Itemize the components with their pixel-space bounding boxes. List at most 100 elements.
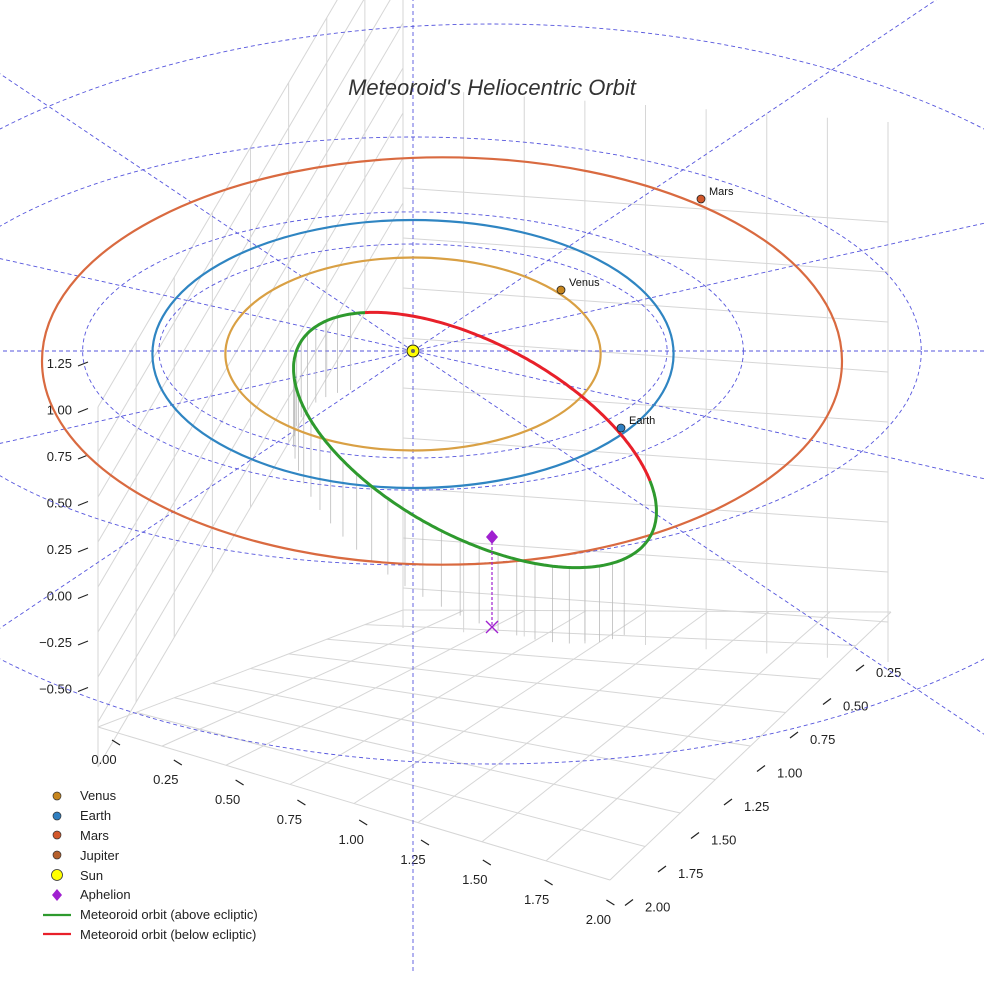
venus-orbit	[224, 256, 602, 452]
x-tick-label: 1.00	[339, 832, 364, 847]
sun-core	[411, 349, 415, 353]
tick-mark	[77, 361, 89, 367]
y-tick-label: 1.25	[744, 799, 769, 814]
grid-line	[609, 611, 892, 881]
grid-line	[402, 487, 889, 523]
grid-line	[97, 0, 338, 408]
legend-symbol	[40, 828, 74, 842]
legend-symbol	[40, 927, 74, 941]
tick-mark	[723, 798, 733, 806]
x-tick-label: 1.25	[400, 852, 425, 867]
legend-symbol	[40, 888, 74, 902]
legend-label: Sun	[80, 867, 104, 883]
grid-line	[402, 587, 889, 623]
legend-label: Jupiter	[80, 847, 120, 863]
z-tick-label: 0.50	[47, 496, 72, 511]
x-tick-label: 0.75	[277, 812, 302, 827]
mars-orbit	[40, 156, 844, 566]
legend-symbol	[40, 908, 74, 922]
grid-line	[364, 624, 856, 646]
legend: Venus Earth Mars Jupiter Sun Aphelion Meteoroi…	[40, 786, 258, 944]
legend-item: Mars	[40, 826, 258, 846]
mars-label: Mars	[709, 186, 734, 198]
axis-ticks: 0.00 0.25 0.50 0.75 1.00 1.25 1.50 1.75 2.00 0.25…	[39, 356, 901, 927]
tick-mark	[77, 500, 89, 507]
tick-mark	[624, 899, 634, 906]
tick-mark	[173, 759, 183, 766]
z-tick-label: 0.00	[47, 589, 72, 604]
legend-symbol	[40, 848, 74, 862]
legend-label: Meteoroid orbit (above ecliptic)	[80, 907, 258, 923]
legend-symbol	[40, 868, 74, 882]
grid-line	[545, 611, 831, 862]
x-tick-label: 0.50	[215, 792, 240, 807]
tick-mark	[77, 407, 89, 414]
legend-label: Aphelion	[80, 887, 131, 903]
grid-line	[250, 668, 751, 747]
x-tick-label: 2.00	[586, 912, 611, 927]
x-tick-label: 1.75	[524, 892, 549, 907]
y-tick-label: 0.25	[876, 665, 901, 680]
y-tick-label: 1.75	[678, 866, 703, 881]
grid-line	[402, 237, 889, 273]
grid-line	[97, 67, 404, 588]
tick-mark	[482, 859, 492, 866]
grid-line	[97, 0, 365, 453]
grid-line	[97, 202, 404, 723]
venus-marker	[556, 285, 566, 295]
y-tick-label: 1.50	[711, 833, 736, 848]
grid-line	[326, 638, 821, 680]
y-tick-label: 1.00	[777, 766, 802, 781]
tick-mark	[756, 765, 766, 772]
y-tick-label: 0.75	[810, 732, 835, 747]
tick-mark	[358, 819, 368, 826]
x-tick-label: 0.25	[153, 772, 178, 787]
x-tick-label: 1.50	[462, 872, 487, 887]
grid-line	[97, 0, 391, 498]
tick-mark	[657, 865, 667, 873]
earth-label: Earth	[629, 415, 655, 427]
meteoroid-orbit-below	[364, 310, 652, 482]
mars-marker	[696, 194, 706, 204]
y-tick-label: 0.50	[843, 699, 868, 714]
venus-label: Venus	[569, 277, 600, 289]
z-tick-label: −0.25	[39, 635, 72, 650]
grid-line	[97, 112, 404, 633]
tick-mark	[606, 899, 615, 906]
legend-item: Meteoroid orbit (below ecliptic)	[40, 925, 258, 945]
tick-mark	[111, 739, 121, 746]
orbit-markers: Venus Earth Mars	[406, 186, 734, 634]
grid-line	[97, 247, 404, 768]
axis-grid	[97, 0, 892, 881]
tick-mark	[690, 832, 700, 839]
earth-orbit	[151, 218, 675, 490]
z-tick-label: 1.25	[47, 356, 72, 371]
grid-line	[97, 157, 404, 678]
orbit-lines	[40, 156, 844, 570]
grid-line	[402, 609, 892, 613]
orbit-drop-lines	[293, 314, 625, 644]
tick-mark	[789, 731, 799, 739]
tick-mark	[420, 839, 430, 846]
legend-symbol	[40, 789, 74, 803]
chart-title: Meteoroid's Heliocentric Orbit	[348, 75, 637, 100]
tick-mark	[77, 593, 89, 600]
tick-mark	[822, 698, 832, 705]
legend-item: Venus	[40, 786, 258, 806]
reference-spoke	[412, 0, 937, 352]
tick-mark	[77, 640, 89, 646]
grid-line	[402, 537, 889, 573]
legend-label: Meteoroid orbit (below ecliptic)	[80, 926, 257, 942]
earth-marker	[616, 423, 626, 433]
z-tick-label: 0.75	[47, 449, 72, 464]
legend-item: Jupiter	[40, 845, 258, 865]
tick-mark	[297, 799, 306, 806]
grid-line	[402, 337, 889, 373]
z-tick-label: 0.25	[47, 542, 72, 557]
meteoroid-orbit-above	[292, 311, 658, 570]
grid-line	[402, 287, 889, 323]
z-tick-label: −0.50	[39, 682, 72, 697]
